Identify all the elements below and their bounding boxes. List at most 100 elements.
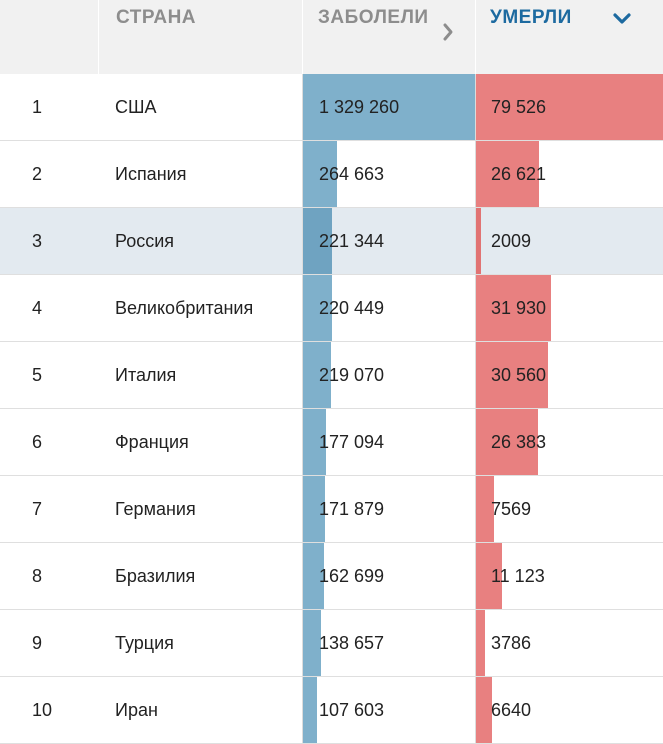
cases-value: 171 879 [319,499,385,519]
table-row[interactable]: 2 Испания 264 663 26 621 [0,141,663,208]
deaths-cell: 11 123 [476,543,663,609]
cases-value: 1 329 260 [319,97,400,117]
row-rank: 7 [32,499,43,519]
row-country: Испания [115,164,187,184]
header-deaths-sort-button[interactable]: УМЕРЛИ [476,0,663,74]
cases-cell: 138 657 [303,610,475,676]
table-row[interactable]: 3 Россия 221 344 2009 [0,208,663,275]
cases-cell: 177 094 [303,409,475,475]
deaths-value: 11 123 [491,566,545,586]
header-country[interactable]: СТРАНА [99,0,302,74]
cases-bar [303,610,321,676]
deaths-cell: 26 383 [476,409,663,475]
row-rank: 2 [32,164,43,184]
column-divider [475,543,476,609]
column-divider [302,74,303,140]
deaths-value: 31 930 [491,298,547,318]
row-country: Иран [115,700,158,720]
deaths-value: 3786 [491,633,532,653]
column-divider [302,141,303,207]
cases-cell: 219 070 [303,342,475,408]
cases-cell: 264 663 [303,141,475,207]
cases-value: 264 663 [319,164,385,184]
row-country: Великобритания [115,298,254,318]
deaths-value: 30 560 [491,365,547,385]
table-row[interactable]: 9 Турция 138 657 3786 [0,610,663,677]
deaths-bar [476,342,548,408]
deaths-value: 79 526 [491,97,547,117]
table-row[interactable]: 8 Бразилия 162 699 11 123 [0,543,663,610]
cases-value: 220 449 [319,298,385,318]
cases-cell: 221 344 [303,208,475,274]
deaths-bar [476,208,481,274]
row-country: Германия [115,499,196,519]
row-country: Турция [115,633,174,653]
row-rank: 4 [32,298,43,318]
column-divider [302,409,303,475]
table-row[interactable]: 1 США 1 329 260 79 526 [0,74,663,141]
column-divider [302,208,303,274]
cases-bar [303,275,332,341]
deaths-cell: 31 930 [476,275,663,341]
table-header: СТРАНА ЗАБОЛЕЛИ УМЕРЛИ [0,0,663,74]
column-divider [302,275,303,341]
deaths-bar [476,275,551,341]
row-rank: 6 [32,432,43,452]
row-rank: 1 [32,97,43,117]
deaths-cell: 2009 [476,208,663,274]
row-rank: 5 [32,365,43,385]
column-divider [302,342,303,408]
cases-bar [303,208,332,274]
cases-value: 221 344 [319,231,385,251]
chevron-right-icon [443,23,453,41]
header-deaths-label: УМЕРЛИ [490,7,572,28]
cases-value: 107 603 [319,700,385,720]
deaths-value: 2009 [491,231,532,251]
row-rank: 8 [32,566,43,586]
column-divider [475,275,476,341]
column-divider [475,610,476,676]
deaths-bar [476,141,539,207]
header-cases-sort-button[interactable]: ЗАБОЛЕЛИ [303,0,475,74]
row-country: Россия [115,231,175,251]
cases-bar [303,409,326,475]
cases-bar [303,476,325,542]
cases-value: 177 094 [319,432,385,452]
row-rank: 3 [32,231,43,251]
deaths-cell: 30 560 [476,342,663,408]
column-divider [302,476,303,542]
cases-bar [303,74,475,140]
row-country: США [115,97,157,117]
row-country: Бразилия [115,566,196,586]
table-row[interactable]: 7 Германия 171 879 7569 [0,476,663,543]
column-divider [475,342,476,408]
deaths-bar [476,543,502,609]
table-row[interactable]: 4 Великобритания 220 449 31 930 [0,275,663,342]
row-rank: 10 [32,700,53,720]
column-divider [475,409,476,475]
header-cases-label: ЗАБОЛЕЛИ [318,7,429,28]
deaths-cell: 26 621 [476,141,663,207]
cases-cell: 220 449 [303,275,475,341]
deaths-cell: 3786 [476,610,663,676]
deaths-bar [476,610,485,676]
deaths-value: 6640 [491,700,532,720]
deaths-bar [476,74,663,140]
cases-cell: 107 603 [303,677,475,743]
column-divider [475,476,476,542]
cases-value: 162 699 [319,566,385,586]
deaths-cell: 79 526 [476,74,663,140]
table-row[interactable]: 6 Франция 177 094 26 383 [0,409,663,476]
cases-value: 219 070 [319,365,385,385]
cases-cell: 1 329 260 [303,74,475,140]
table-row[interactable]: 10 Иран 107 603 6640 [0,677,663,744]
chevron-down-icon [613,13,631,24]
cases-cell: 171 879 [303,476,475,542]
deaths-cell: 6640 [476,677,663,743]
deaths-bar [476,409,538,475]
deaths-value: 26 621 [491,164,547,184]
table-row[interactable]: 5 Италия 219 070 30 560 [0,342,663,409]
deaths-value: 7569 [491,499,532,519]
cases-bar [303,677,317,743]
